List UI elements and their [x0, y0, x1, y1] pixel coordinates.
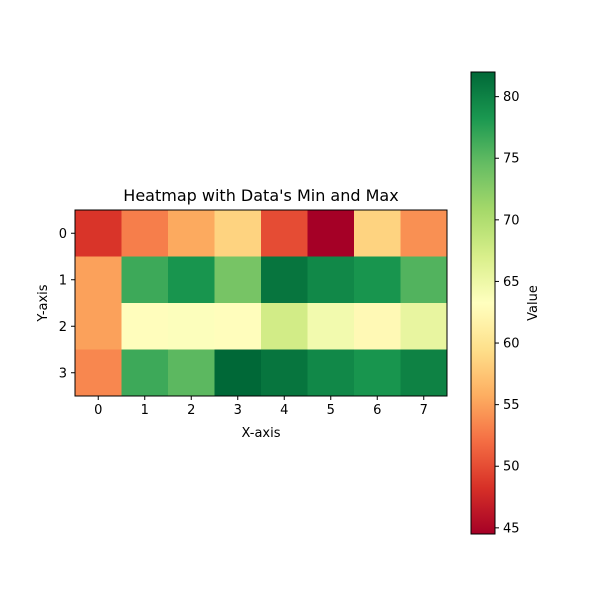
- x-axis-label: X-axis: [242, 426, 281, 441]
- heatmap-cell-r1-c5: [307, 256, 355, 304]
- x-tick-label: 0: [94, 403, 102, 418]
- y-tick-label: 2: [59, 320, 67, 335]
- heatmap-cell-r2-c2: [168, 303, 215, 350]
- heatmap-cell-r3-c3: [214, 349, 262, 397]
- heatmap-cell-r2-c3: [214, 303, 262, 350]
- heatmap-cell-r2-c1: [121, 303, 169, 350]
- colorbar-tick-label: 65: [503, 275, 520, 290]
- heatmap-cell-r3-c4: [261, 349, 308, 397]
- heatmap-cell-r3-c5: [307, 349, 355, 397]
- heatmap-cell-r3-c1: [121, 349, 169, 397]
- heatmap-cell-r0-c4: [261, 210, 308, 257]
- heatmap-cell-r1-c1: [121, 256, 169, 304]
- heatmap-cell-r1-c0: [75, 256, 122, 304]
- chart-title: Heatmap with Data's Min and Max: [123, 186, 398, 205]
- heatmap-cell-r1-c3: [214, 256, 262, 304]
- heatmap-cell-r1-c4: [261, 256, 308, 304]
- y-axis-ticks: 0 1 2 3: [59, 227, 75, 381]
- heatmap-cell-r1-c2: [168, 256, 215, 304]
- heatmap-cell-r0-c6: [354, 210, 401, 257]
- colorbar-tick-label: 45: [503, 521, 520, 536]
- colorbar-tick-label: 80: [503, 90, 520, 105]
- colorbar-ticks: 45 50 55 60 65 70 75 80: [495, 90, 520, 536]
- heatmap-cell-r1-c7: [400, 256, 448, 304]
- y-tick-label: 1: [59, 273, 67, 288]
- x-tick-label: 5: [327, 403, 335, 418]
- colorbar-label: Value: [526, 285, 541, 321]
- heatmap-cells: [75, 210, 448, 397]
- heatmap-cell-r0-c0: [75, 210, 122, 257]
- heatmap-cell-r3-c2: [168, 349, 215, 397]
- x-tick-label: 7: [420, 403, 428, 418]
- colorbar-tick-label: 70: [503, 213, 520, 228]
- colorbar-tick-label: 55: [503, 398, 520, 413]
- colorbar-tick-label: 75: [503, 152, 520, 167]
- heatmap-cell-r3-c6: [354, 349, 401, 397]
- plot-frame: [74, 209, 448, 397]
- heatmap-cell-r0-c2: [168, 210, 215, 257]
- colorbar-tick-label: 60: [503, 337, 520, 352]
- y-axis-label: Y-axis: [36, 284, 51, 322]
- x-tick-label: 2: [187, 403, 195, 418]
- x-tick-label: 4: [280, 403, 288, 418]
- heatmap-cell-r2-c0: [75, 303, 122, 350]
- heatmap-cell-r3-c0: [75, 349, 122, 397]
- x-tick-label: 6: [373, 403, 381, 418]
- y-tick-label: 3: [59, 366, 67, 381]
- heatmap-cell-r0-c3: [214, 210, 262, 257]
- heatmap-cell-r1-c6: [354, 256, 401, 304]
- colorbar-tick-label: 50: [503, 460, 520, 475]
- x-tick-label: 1: [141, 403, 149, 418]
- x-tick-label: 3: [234, 403, 242, 418]
- heatmap-cell-r2-c5: [307, 303, 355, 350]
- heatmap-cell-r0-c5: [307, 210, 355, 257]
- heatmap-cell-r0-c7: [400, 210, 448, 257]
- x-axis-ticks: 0 1 2 3 4 5 6 7: [94, 396, 428, 418]
- colorbar: [470, 71, 496, 535]
- heatmap-cell-r2-c4: [261, 303, 308, 350]
- heatmap-cell-r3-c7: [400, 349, 448, 397]
- heatmap-cell-r2-c6: [354, 303, 401, 350]
- heatmap-cell-r0-c1: [121, 210, 169, 257]
- y-tick-label: 0: [59, 227, 67, 242]
- heatmap-cell-r2-c7: [400, 303, 448, 350]
